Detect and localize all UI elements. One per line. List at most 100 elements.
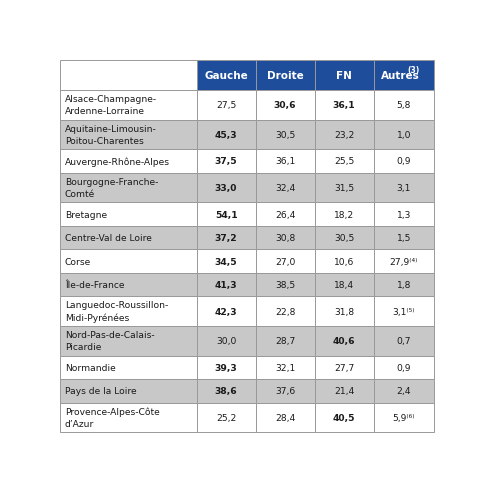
Text: 0,9: 0,9 — [397, 363, 411, 372]
Text: 18,2: 18,2 — [334, 210, 354, 219]
Bar — [255, 173, 315, 203]
Bar — [255, 297, 315, 326]
Text: Île-de-France: Île-de-France — [65, 281, 124, 289]
Bar — [60, 297, 197, 326]
Bar — [374, 403, 434, 432]
Bar — [255, 326, 315, 356]
Text: Aquitaine-Limousin-
Poitou-Charentes: Aquitaine-Limousin- Poitou-Charentes — [65, 125, 157, 145]
Bar — [255, 150, 315, 173]
Bar — [60, 226, 197, 250]
Text: 25,2: 25,2 — [216, 413, 236, 422]
Text: 41,3: 41,3 — [215, 281, 238, 289]
Text: 3,1: 3,1 — [397, 183, 411, 193]
Bar — [255, 203, 315, 226]
Text: 3,1⁽⁵⁾: 3,1⁽⁵⁾ — [392, 307, 415, 316]
Bar — [374, 203, 434, 226]
Bar — [60, 91, 197, 121]
Bar — [255, 250, 315, 273]
Text: 36,1: 36,1 — [333, 101, 355, 110]
Bar — [374, 250, 434, 273]
Text: 30,5: 30,5 — [275, 131, 295, 140]
Bar — [374, 61, 434, 91]
Bar — [197, 403, 255, 432]
Text: 10,6: 10,6 — [334, 257, 354, 266]
Text: 23,2: 23,2 — [334, 131, 354, 140]
Bar — [255, 226, 315, 250]
Text: 31,8: 31,8 — [334, 307, 354, 316]
Text: Pays de la Loire: Pays de la Loire — [65, 386, 136, 396]
Bar — [315, 250, 374, 273]
Bar — [374, 173, 434, 203]
Bar — [197, 173, 255, 203]
Text: 1,3: 1,3 — [397, 210, 411, 219]
Bar — [374, 273, 434, 297]
Text: 37,5: 37,5 — [215, 157, 238, 166]
Bar — [197, 203, 255, 226]
Bar — [315, 403, 374, 432]
Bar — [197, 379, 255, 403]
Text: 34,5: 34,5 — [215, 257, 238, 266]
Text: Bourgogne-Franche-
Comté: Bourgogne-Franche- Comté — [65, 178, 158, 199]
Bar — [60, 61, 197, 91]
Text: Autres: Autres — [381, 71, 420, 81]
Bar — [315, 226, 374, 250]
Text: 39,3: 39,3 — [215, 363, 238, 372]
Text: 40,5: 40,5 — [333, 413, 355, 422]
Bar — [374, 91, 434, 121]
Bar — [197, 326, 255, 356]
Text: FN: FN — [336, 71, 352, 81]
Text: 27,5: 27,5 — [216, 101, 236, 110]
Bar — [374, 356, 434, 379]
Bar — [255, 403, 315, 432]
Bar — [374, 379, 434, 403]
Text: 1,0: 1,0 — [397, 131, 411, 140]
Text: Alsace-Champagne-
Ardenne-Lorraine: Alsace-Champagne- Ardenne-Lorraine — [65, 95, 157, 116]
Bar — [197, 61, 255, 91]
Bar — [60, 326, 197, 356]
Text: 0,7: 0,7 — [397, 337, 411, 346]
Text: 45,3: 45,3 — [215, 131, 238, 140]
Bar — [197, 226, 255, 250]
Bar — [60, 356, 197, 379]
Bar — [60, 250, 197, 273]
Text: 32,1: 32,1 — [275, 363, 295, 372]
Bar — [315, 173, 374, 203]
Bar — [197, 150, 255, 173]
Text: 30,5: 30,5 — [334, 234, 354, 243]
Bar — [315, 326, 374, 356]
Text: 54,1: 54,1 — [215, 210, 238, 219]
Text: Corse: Corse — [65, 257, 91, 266]
Text: Bretagne: Bretagne — [65, 210, 107, 219]
Text: 36,1: 36,1 — [275, 157, 295, 166]
Text: 30,0: 30,0 — [216, 337, 236, 346]
Bar — [197, 297, 255, 326]
Text: 27,0: 27,0 — [275, 257, 295, 266]
Bar — [60, 150, 197, 173]
Text: 27,9⁽⁴⁾: 27,9⁽⁴⁾ — [389, 257, 418, 266]
Bar — [255, 61, 315, 91]
Text: Nord-Pas-de-Calais-
Picardie: Nord-Pas-de-Calais- Picardie — [65, 331, 154, 351]
Bar — [255, 379, 315, 403]
Text: 31,5: 31,5 — [334, 183, 354, 193]
Bar — [255, 356, 315, 379]
Bar — [255, 121, 315, 150]
Text: 27,7: 27,7 — [334, 363, 354, 372]
Bar — [197, 356, 255, 379]
Text: 5,8: 5,8 — [397, 101, 411, 110]
Text: 37,6: 37,6 — [275, 386, 295, 396]
Text: 22,8: 22,8 — [275, 307, 295, 316]
Text: Auvergne-Rhône-Alpes: Auvergne-Rhône-Alpes — [65, 157, 170, 166]
Text: 26,4: 26,4 — [275, 210, 295, 219]
Text: 32,4: 32,4 — [275, 183, 295, 193]
Bar — [315, 297, 374, 326]
Bar — [374, 226, 434, 250]
Bar — [60, 173, 197, 203]
Text: 25,5: 25,5 — [334, 157, 354, 166]
Text: 42,3: 42,3 — [215, 307, 238, 316]
Text: 5,9⁽⁶⁾: 5,9⁽⁶⁾ — [392, 413, 415, 422]
Text: 30,8: 30,8 — [275, 234, 295, 243]
Text: 28,7: 28,7 — [275, 337, 295, 346]
Bar — [315, 91, 374, 121]
Text: 37,2: 37,2 — [215, 234, 238, 243]
Text: 38,5: 38,5 — [275, 281, 295, 289]
